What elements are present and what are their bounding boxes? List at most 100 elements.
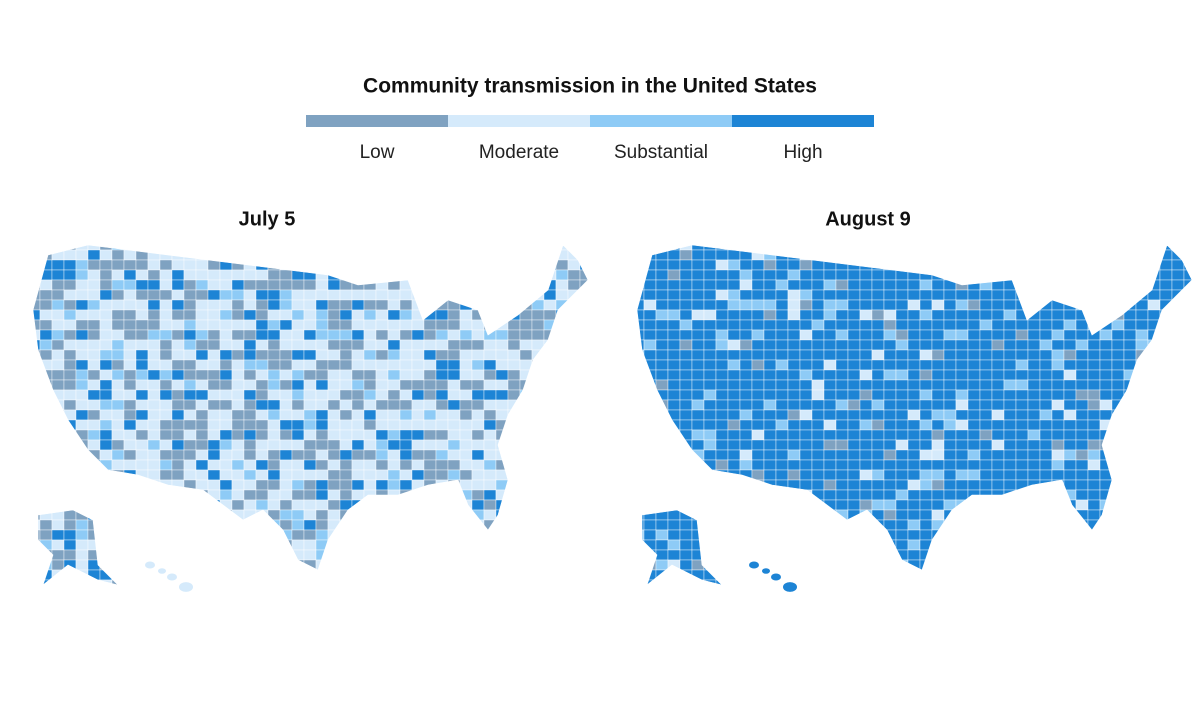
county (1147, 579, 1161, 585)
county (979, 459, 993, 471)
county (411, 459, 425, 471)
county (883, 479, 897, 491)
county (1063, 509, 1077, 521)
county (447, 459, 461, 471)
county (435, 539, 449, 551)
county (33, 249, 41, 261)
county (787, 259, 801, 271)
county (567, 299, 581, 311)
county (531, 459, 545, 471)
county (123, 469, 137, 481)
county (1015, 569, 1029, 581)
county (1135, 519, 1149, 531)
county (207, 369, 221, 381)
county (33, 469, 41, 481)
county (303, 549, 317, 561)
county (207, 569, 221, 581)
county (919, 349, 933, 361)
county (1099, 459, 1113, 471)
county (967, 359, 981, 371)
county (763, 409, 777, 421)
county (1183, 579, 1192, 585)
county (679, 499, 693, 511)
county (195, 369, 209, 381)
county (979, 379, 993, 391)
county (871, 379, 885, 391)
county (387, 439, 401, 451)
county (303, 329, 317, 341)
county (979, 569, 993, 581)
county (231, 379, 245, 391)
county (1171, 299, 1185, 311)
county (267, 429, 281, 441)
county (1171, 339, 1185, 351)
county (171, 389, 185, 401)
county (1039, 369, 1053, 381)
county (859, 489, 873, 501)
county (363, 429, 377, 441)
county (135, 509, 149, 521)
county (979, 329, 993, 341)
county (727, 349, 741, 361)
county (655, 259, 669, 271)
county (1135, 249, 1149, 261)
county (955, 379, 969, 391)
county (703, 309, 717, 321)
county (447, 449, 461, 461)
county (219, 279, 233, 291)
county (171, 479, 185, 491)
county (715, 399, 729, 411)
county (303, 499, 317, 511)
county (1123, 349, 1137, 361)
county (63, 319, 77, 331)
county (799, 489, 813, 501)
county (255, 409, 269, 421)
county (111, 529, 125, 541)
county (567, 569, 581, 581)
county (655, 309, 669, 321)
county (447, 469, 461, 481)
county (231, 309, 245, 321)
county (1183, 279, 1192, 291)
county (231, 559, 245, 571)
county (799, 289, 813, 301)
county (1003, 509, 1017, 521)
county (33, 279, 41, 291)
county (447, 389, 461, 401)
county (111, 569, 125, 581)
county (495, 539, 509, 551)
county (1087, 549, 1101, 561)
county (592, 460, 604, 470)
county (363, 289, 377, 301)
county (1039, 559, 1053, 571)
county (955, 409, 969, 421)
county (63, 249, 77, 261)
county (751, 379, 765, 391)
county (243, 549, 257, 561)
county (291, 369, 305, 381)
county (1147, 339, 1161, 351)
county (1183, 449, 1192, 461)
county (979, 245, 993, 251)
county (931, 429, 945, 441)
county (387, 269, 401, 281)
county (1075, 319, 1089, 331)
county (135, 259, 149, 271)
county (751, 369, 765, 381)
county (883, 529, 897, 541)
county (943, 419, 957, 431)
county (1099, 269, 1113, 281)
county (531, 259, 545, 271)
county (231, 579, 245, 585)
county (567, 429, 581, 441)
county (303, 259, 317, 271)
county (279, 489, 293, 501)
county (267, 449, 281, 461)
county (919, 459, 933, 471)
county (435, 269, 449, 281)
county (991, 439, 1005, 451)
map-title: August 9 (825, 208, 911, 230)
county (727, 319, 741, 331)
county (655, 349, 669, 361)
county (847, 439, 861, 451)
